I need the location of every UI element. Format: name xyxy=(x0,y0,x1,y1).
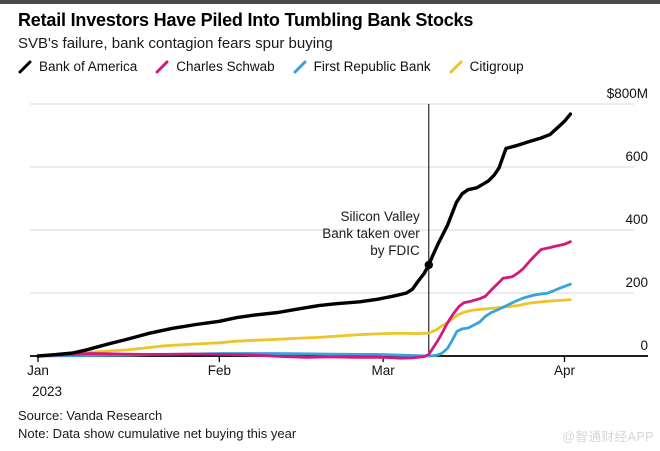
top-border xyxy=(0,0,660,4)
legend-item-citigroup: Citigroup xyxy=(449,59,524,74)
legend-item-first-republic: First Republic Bank xyxy=(293,59,431,74)
svg-text:Mar: Mar xyxy=(372,363,396,378)
source-note: Source: Vanda Research xyxy=(18,408,163,423)
watermark: @智通财经APP xyxy=(562,430,654,444)
line-swatch-icon xyxy=(449,60,463,73)
svg-text:Silicon Valley: Silicon Valley xyxy=(340,209,420,224)
svg-text:$800M: $800M xyxy=(607,86,648,101)
chart-subtitle: SVB's failure, bank contagion fears spur… xyxy=(18,35,333,52)
svg-text:0: 0 xyxy=(640,338,648,353)
chart-title: Retail Investors Have Piled Into Tumblin… xyxy=(18,10,474,30)
legend-item-charles-schwab: Charles Schwab xyxy=(155,59,275,74)
svg-text:Apr: Apr xyxy=(554,363,576,378)
svg-text:2023: 2023 xyxy=(32,384,62,399)
line-swatch-icon xyxy=(293,60,307,73)
svg-text:200: 200 xyxy=(625,275,648,290)
svg-text:Bank taken over: Bank taken over xyxy=(322,226,420,241)
svg-text:600: 600 xyxy=(625,149,648,164)
legend-label: Citigroup xyxy=(469,59,524,74)
legend: Bank of America Charles Schwab First Rep… xyxy=(18,59,524,74)
svg-text:by FDIC: by FDIC xyxy=(370,243,420,258)
legend-label: First Republic Bank xyxy=(313,59,431,74)
svg-text:400: 400 xyxy=(625,212,648,227)
line-swatch-icon xyxy=(155,60,169,73)
svg-text:Jan: Jan xyxy=(27,363,49,378)
legend-label: Charles Schwab xyxy=(176,59,275,74)
legend-item-bank-of-america: Bank of America xyxy=(18,59,137,74)
data-note: Note: Data show cumulative net buying th… xyxy=(18,425,297,441)
svg-text:Feb: Feb xyxy=(208,363,231,378)
legend-label: Bank of America xyxy=(39,59,138,74)
chart-footer: Source: Vanda Research Note: Data show c… xyxy=(18,407,296,442)
line-swatch-icon xyxy=(18,60,32,73)
line-chart: $800M 600 400 200 0 Jan 2023 Feb Mar Apr Silicon V… xyxy=(27,86,648,399)
